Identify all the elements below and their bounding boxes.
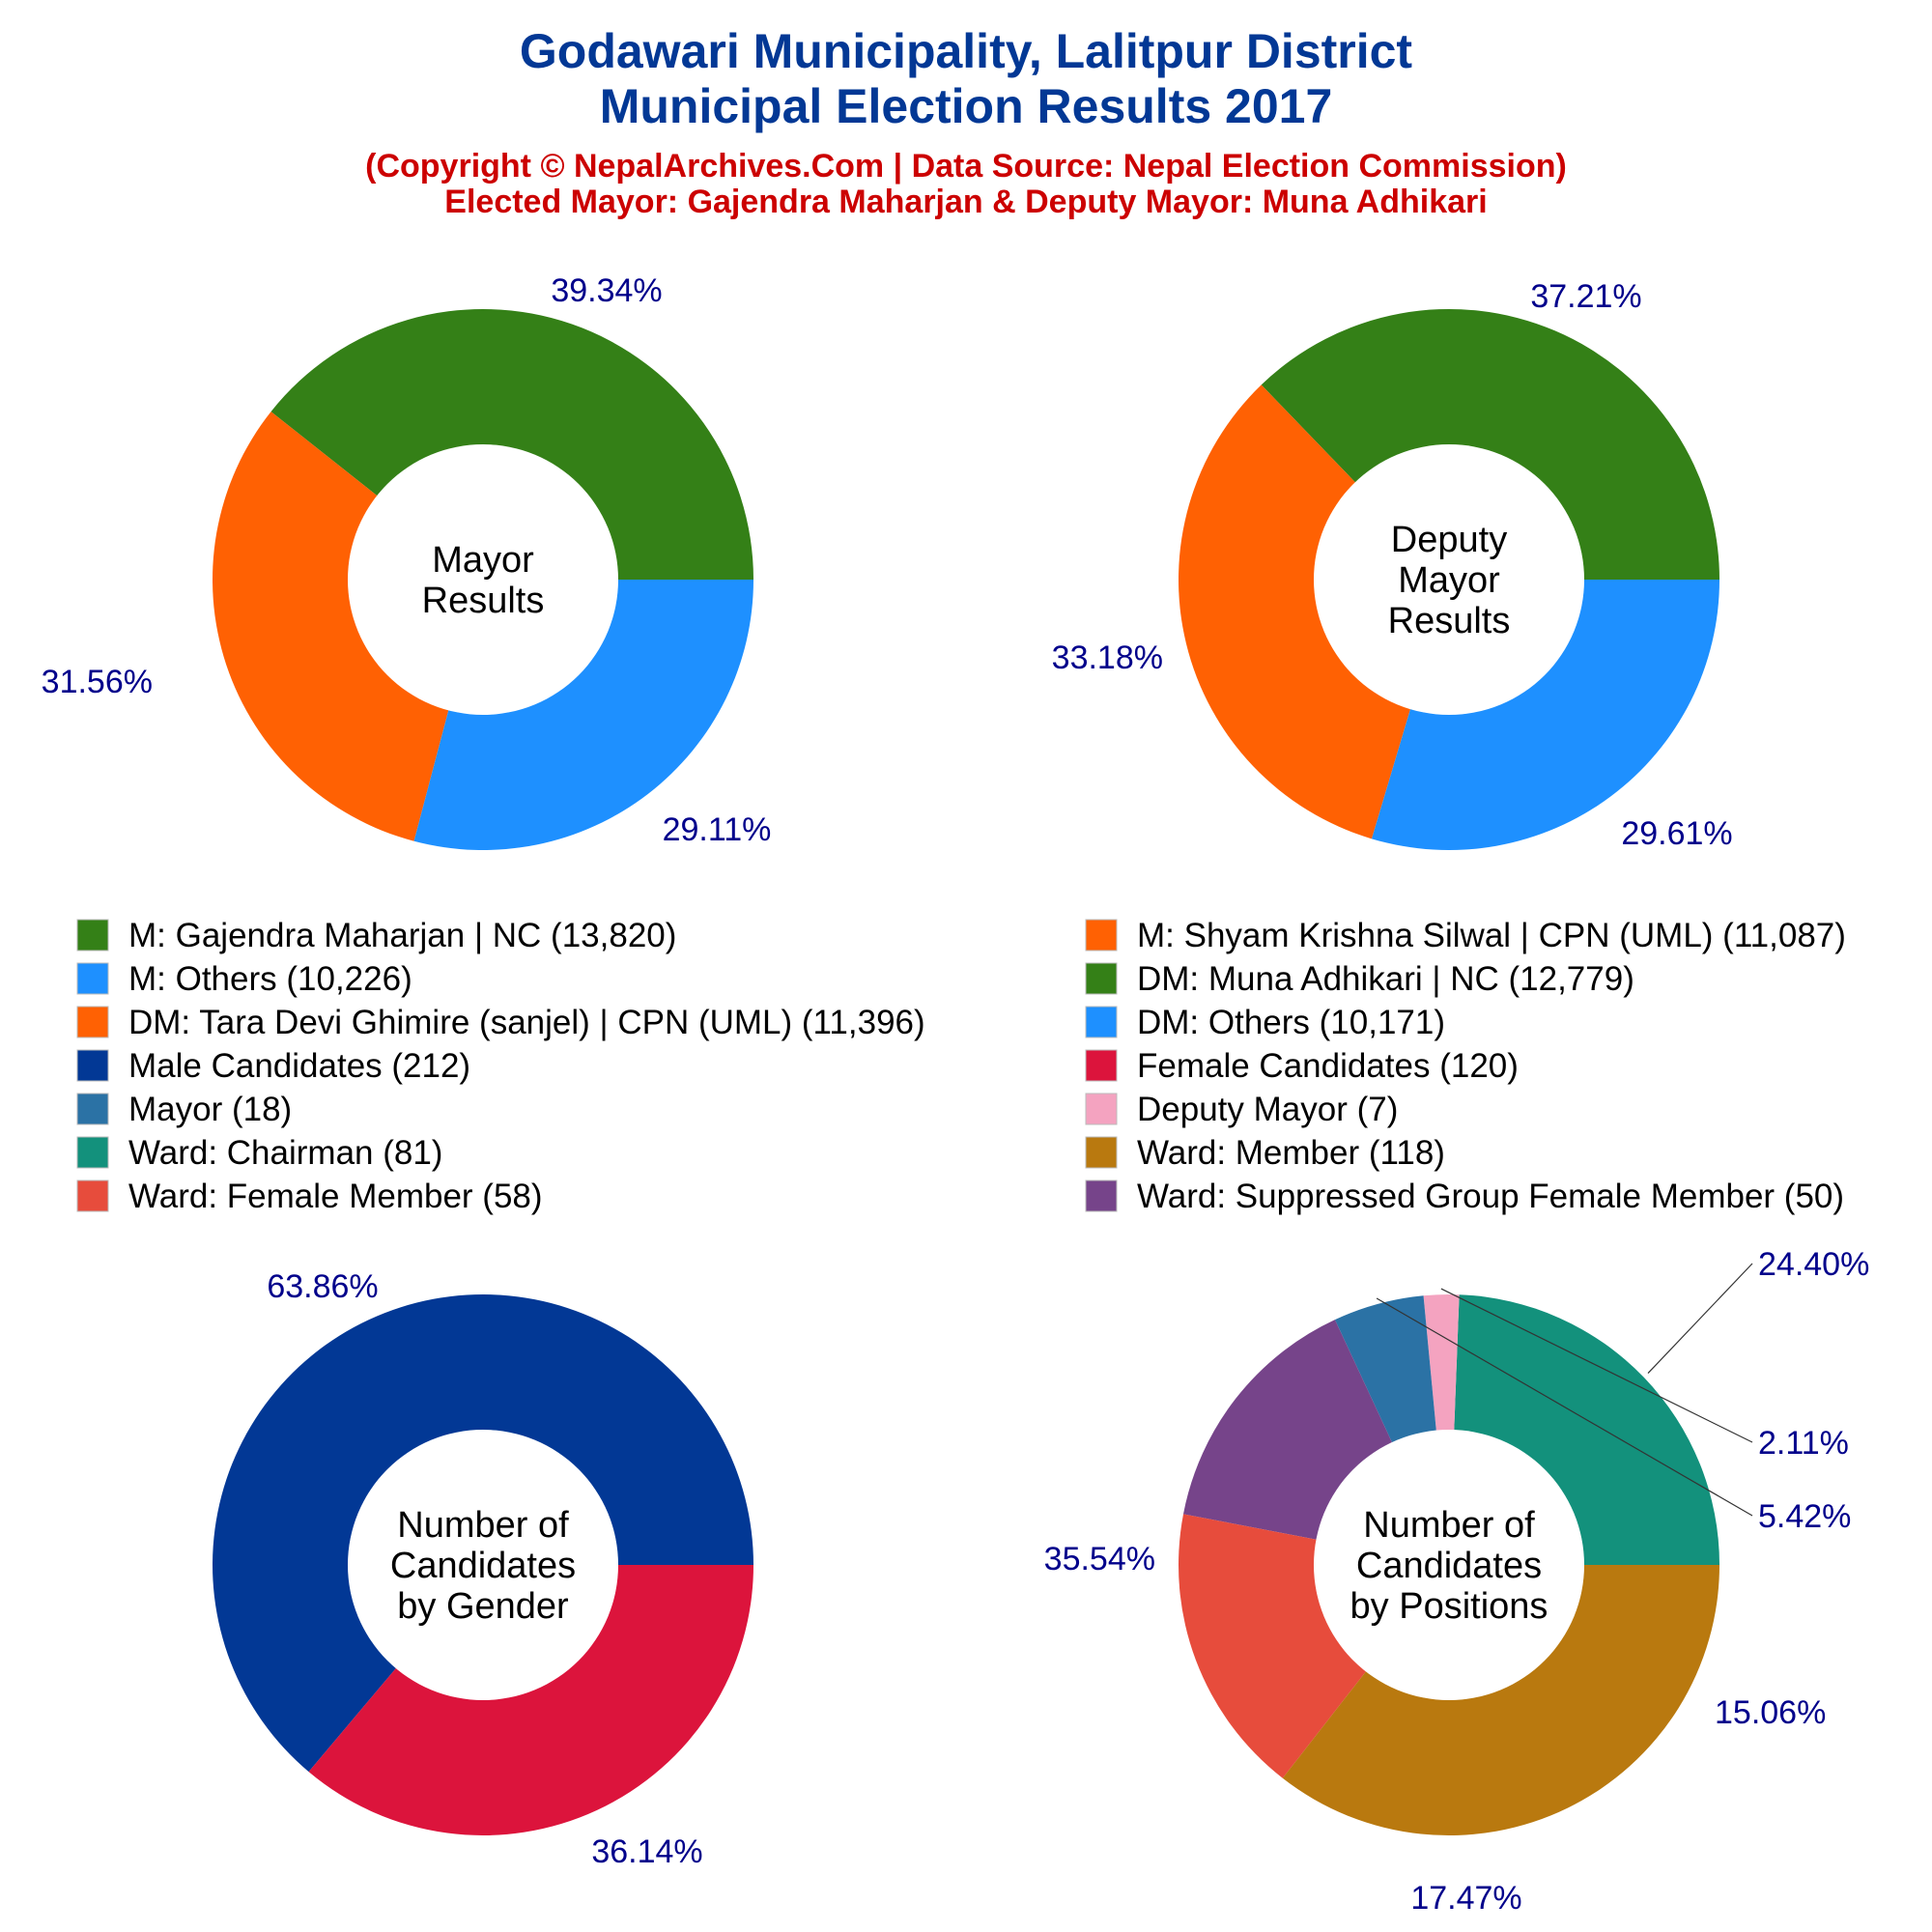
legend-item: DM: Others (10,171) — [1085, 1004, 1445, 1041]
percent-label-3-2: 36.14% — [591, 1833, 702, 1870]
legend-swatch — [76, 1136, 109, 1169]
legend-item: Ward: Member (118) — [1085, 1134, 1445, 1172]
slice-4-6 — [1282, 1565, 1719, 1836]
legend-label: Female Candidates (120) — [1137, 1047, 1519, 1085]
legend: M: Gajendra Maharjan | NC (13,820) M: Shy… — [76, 917, 1846, 1215]
donut-hole — [348, 444, 618, 715]
center-label-3-line1: Number of — [397, 1505, 569, 1546]
legend-item: Ward: Female Member (58) — [76, 1178, 543, 1215]
percent-label-4-5: 17.47% — [1410, 1880, 1521, 1917]
percent-label-4-3: 5.42% — [1758, 1498, 1851, 1535]
chart-subtitle-copyright: (Copyright © NepalArchives.Com | Data So… — [365, 148, 1567, 185]
legend-label: DM: Muna Adhikari | NC (12,779) — [1137, 960, 1634, 998]
legend-label: Ward: Female Member (58) — [128, 1178, 543, 1215]
donut-hole — [348, 1430, 618, 1700]
leader-line-4-3 — [1376, 1297, 1753, 1517]
donut-hole — [1314, 444, 1584, 715]
legend-swatch — [1085, 1179, 1118, 1212]
legend-item: Ward: Chairman (81) — [76, 1134, 442, 1172]
legend-swatch — [1085, 962, 1118, 995]
slice-1-1 — [270, 308, 753, 580]
legend-label: M: Gajendra Maharjan | NC (13,820) — [128, 917, 676, 954]
center-label-3-line2: Candidates — [390, 1546, 576, 1586]
legend-item: Female Candidates (120) — [1085, 1047, 1519, 1085]
percent-label-1-3: 29.11% — [663, 811, 772, 848]
percent-label-1-2: 31.56% — [42, 664, 153, 700]
leader-line-4-2 — [1440, 1288, 1753, 1443]
percent-label-4-6: 35.54% — [1044, 1541, 1155, 1577]
legend-label: DM: Others (10,171) — [1137, 1004, 1445, 1041]
donut-hole — [1314, 1430, 1584, 1700]
center-label-1-line1: Mayor — [432, 540, 534, 581]
legend-swatch — [76, 1049, 109, 1082]
legend-item: M: Gajendra Maharjan | NC (13,820) — [76, 917, 676, 954]
percent-label-4-1: 24.40% — [1758, 1246, 1869, 1283]
legend-label: Ward: Suppressed Group Female Member (50… — [1137, 1178, 1844, 1215]
legend-item: DM: Tara Devi Ghimire (sanjel) | CPN (UM… — [76, 1004, 925, 1041]
center-label-4-line2: Candidates — [1356, 1546, 1542, 1586]
legend-item: Deputy Mayor (7) — [1085, 1091, 1398, 1128]
slice-2-2 — [1178, 384, 1449, 839]
legend-label: Ward: Member (118) — [1137, 1134, 1445, 1172]
percent-label-1-1: 39.34% — [551, 272, 662, 309]
percent-label-4-2: 2.11% — [1758, 1425, 1849, 1462]
chart-subtitle-elected: Elected Mayor: Gajendra Maharjan & Deput… — [444, 184, 1487, 220]
legend-label: Male Candidates (212) — [128, 1047, 470, 1085]
legend-swatch — [76, 1093, 109, 1125]
percent-label-2-1: 37.21% — [1530, 278, 1641, 315]
center-label-2-line3: Results — [1388, 601, 1511, 641]
legend-item: Male Candidates (212) — [76, 1047, 470, 1085]
legend-label: DM: Tara Devi Ghimire (sanjel) | CPN (UM… — [128, 1004, 925, 1041]
legend-label: M: Others (10,226) — [128, 960, 412, 998]
legend-swatch — [1085, 1136, 1118, 1169]
percent-label-4-4: 15.06% — [1715, 1694, 1826, 1731]
legend-item: M: Shyam Krishna Silwal | CPN (UML) (11,… — [1085, 917, 1846, 954]
leader-line-4-1 — [1647, 1263, 1753, 1375]
slice-2-1 — [1261, 308, 1719, 580]
legend-swatch — [76, 919, 109, 952]
legend-swatch — [76, 962, 109, 995]
legend-label: Ward: Chairman (81) — [128, 1134, 442, 1172]
legend-item: M: Others (10,226) — [76, 960, 412, 998]
legend-item: DM: Muna Adhikari | NC (12,779) — [1085, 960, 1634, 998]
center-label-4-line1: Number of — [1363, 1505, 1535, 1546]
center-label-1-line2: Results — [422, 581, 545, 621]
slice-1-2 — [212, 412, 483, 841]
center-label-2-line2: Mayor — [1398, 560, 1500, 601]
donut-charts: MayorResults39.34%31.56%29.11%DeputyMayo… — [42, 272, 1870, 1917]
legend-swatch — [76, 1006, 109, 1038]
legend-swatch — [1085, 1049, 1118, 1082]
center-label-2-line1: Deputy — [1391, 520, 1507, 560]
legend-item: Mayor (18) — [76, 1091, 292, 1128]
slice-3-2 — [308, 1565, 753, 1835]
center-label-4-line3: by Positions — [1350, 1586, 1548, 1627]
chart-title-line1: Godawari Municipality, Lalitpur District — [520, 24, 1413, 78]
legend-label: Mayor (18) — [128, 1091, 292, 1128]
percent-label-2-3: 29.61% — [1621, 815, 1732, 852]
legend-label: M: Shyam Krishna Silwal | CPN (UML) (11,… — [1137, 917, 1846, 954]
legend-label: Deputy Mayor (7) — [1137, 1091, 1398, 1128]
percent-label-3-1: 63.86% — [267, 1268, 378, 1305]
legend-swatch — [1085, 1006, 1118, 1038]
legend-swatch — [76, 1179, 109, 1212]
legend-swatch — [1085, 919, 1118, 952]
legend-swatch — [1085, 1093, 1118, 1125]
center-label-3-line3: by Gender — [397, 1586, 569, 1627]
legend-item: Ward: Suppressed Group Female Member (50… — [1085, 1178, 1844, 1215]
chart-title-line2: Municipal Election Results 2017 — [600, 79, 1333, 133]
percent-label-2-2: 33.18% — [1052, 639, 1163, 676]
